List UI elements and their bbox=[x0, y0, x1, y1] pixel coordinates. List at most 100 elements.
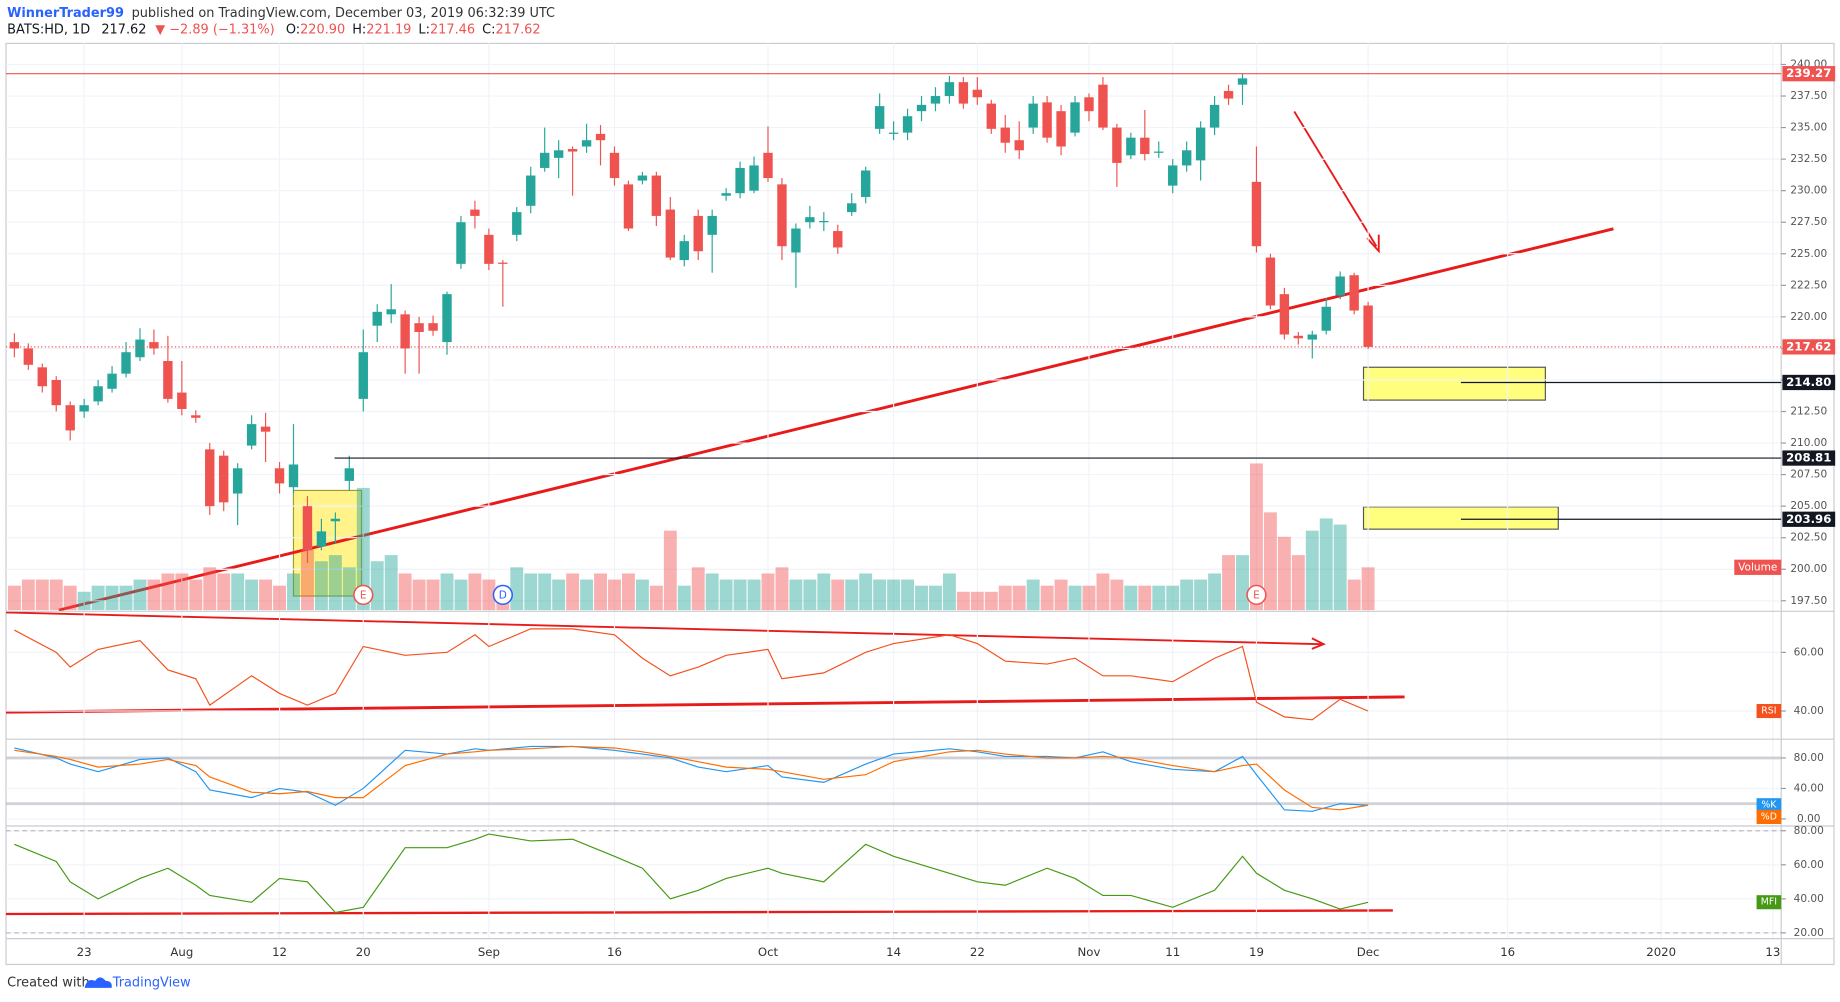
footer: Created with TradingView bbox=[7, 976, 190, 991]
volume-bar bbox=[887, 579, 901, 611]
indicator-line bbox=[14, 745, 1369, 812]
volume-bar bbox=[259, 579, 273, 611]
candle-body bbox=[372, 311, 382, 326]
volume-bar bbox=[287, 573, 300, 611]
candle-body bbox=[386, 309, 396, 315]
volume-bar bbox=[1152, 585, 1166, 611]
ohlc-value: 217.46 bbox=[430, 22, 475, 37]
volume-bar bbox=[370, 561, 384, 611]
candle-body bbox=[121, 352, 131, 374]
volume-bar bbox=[970, 591, 984, 611]
volume-bar bbox=[1250, 463, 1263, 611]
candle-body bbox=[65, 405, 75, 431]
volume-bar bbox=[1054, 579, 1068, 611]
volume-bar bbox=[189, 579, 203, 611]
candle-body bbox=[135, 339, 145, 358]
volume-bar bbox=[775, 567, 789, 611]
volume-bar bbox=[1319, 518, 1333, 611]
candle-body bbox=[986, 103, 996, 129]
drawings bbox=[5, 110, 1614, 916]
header-line-2: BATS:HD, 1D 217.62 ▼ −2.89 (−1.31%) O:22… bbox=[7, 22, 540, 37]
x-tick-label: Sep bbox=[478, 945, 500, 959]
candle-body bbox=[456, 222, 466, 264]
y-tick-label: 235.00 bbox=[1790, 122, 1827, 134]
volume-bar bbox=[1222, 555, 1235, 611]
price-label-box bbox=[1782, 374, 1836, 391]
candle-body bbox=[567, 149, 578, 152]
volume-bar bbox=[426, 579, 440, 611]
published: published on TradingView.com, December 0… bbox=[132, 5, 555, 20]
candle-body bbox=[847, 203, 857, 213]
volume-bar bbox=[998, 585, 1012, 611]
volume-bar bbox=[1068, 585, 1082, 611]
ohlc-label: H: bbox=[352, 22, 366, 37]
price-label-box bbox=[1782, 66, 1836, 82]
candle-body bbox=[1070, 102, 1080, 133]
candle-body bbox=[805, 217, 815, 223]
volume-bar bbox=[859, 573, 873, 611]
candle-body bbox=[498, 262, 508, 264]
volume-bar bbox=[342, 567, 356, 611]
price-label: 239.27 bbox=[1786, 66, 1831, 80]
volume-bar bbox=[803, 579, 817, 611]
y-tick-label: 40.00 bbox=[1794, 705, 1824, 717]
footer-created: Created with bbox=[7, 976, 89, 991]
y-tick-label: 227.50 bbox=[1790, 216, 1827, 228]
volume-bar bbox=[1263, 512, 1277, 611]
ohlc-value: 220.90 bbox=[300, 22, 345, 37]
candle-body bbox=[1168, 165, 1178, 186]
symbol: BATS:HD, 1D bbox=[7, 22, 90, 37]
y-tick-label: 197.50 bbox=[1790, 595, 1827, 607]
y-tick-label: 237.50 bbox=[1790, 90, 1827, 102]
volume-bar bbox=[175, 573, 189, 611]
volume-bar bbox=[7, 585, 21, 611]
y-tick-label: 40.00 bbox=[1794, 782, 1824, 794]
y-tick-label: 20.00 bbox=[1794, 927, 1824, 939]
candle-body bbox=[1181, 150, 1192, 166]
y-tick-label: 212.50 bbox=[1790, 405, 1827, 417]
volume-bar bbox=[552, 579, 566, 611]
candle-body bbox=[177, 392, 187, 409]
volume-bar bbox=[314, 561, 328, 611]
y-tick-label: 200.00 bbox=[1790, 563, 1827, 575]
volume-bar bbox=[1361, 567, 1375, 611]
candle-body bbox=[1279, 294, 1290, 335]
candle-body bbox=[1042, 102, 1052, 138]
y-tick-label: 202.50 bbox=[1790, 532, 1827, 544]
target-box bbox=[1362, 366, 1546, 401]
candle-body bbox=[93, 386, 103, 402]
candle-body bbox=[1223, 90, 1234, 99]
candle-body bbox=[944, 82, 955, 97]
event-marker bbox=[492, 584, 513, 606]
volume-bar bbox=[398, 573, 412, 611]
volume-bar bbox=[217, 573, 231, 611]
volume-bar bbox=[1040, 585, 1054, 611]
volume-bar bbox=[1096, 573, 1110, 611]
footer-brand: TradingView bbox=[112, 976, 191, 991]
candle-body bbox=[526, 175, 536, 206]
candle-body bbox=[358, 352, 368, 399]
volume-bar bbox=[454, 579, 468, 611]
volume-bar bbox=[245, 579, 259, 611]
volume-bar bbox=[984, 591, 998, 611]
volume-bar bbox=[119, 585, 133, 611]
candle-body bbox=[1014, 140, 1024, 151]
x-tick-label: 23 bbox=[77, 945, 92, 959]
candle-body bbox=[902, 116, 913, 133]
candle-body bbox=[930, 96, 941, 104]
y-tick-label: 60.00 bbox=[1794, 646, 1824, 658]
candle-body bbox=[1084, 97, 1094, 112]
candle-body bbox=[595, 133, 606, 141]
indicator-label: MFI bbox=[1761, 897, 1777, 908]
volume-bar bbox=[733, 579, 747, 611]
price-label-box bbox=[1782, 511, 1836, 527]
volume-bar bbox=[831, 579, 845, 611]
candle-body bbox=[484, 234, 494, 264]
candle-body bbox=[246, 424, 257, 446]
candle-body bbox=[191, 415, 201, 418]
volume-bar bbox=[705, 573, 719, 611]
y-tick-label: 40.00 bbox=[1794, 893, 1824, 905]
volume-bar bbox=[468, 573, 482, 611]
candle-body bbox=[1251, 181, 1262, 247]
volume-bar bbox=[929, 585, 942, 611]
